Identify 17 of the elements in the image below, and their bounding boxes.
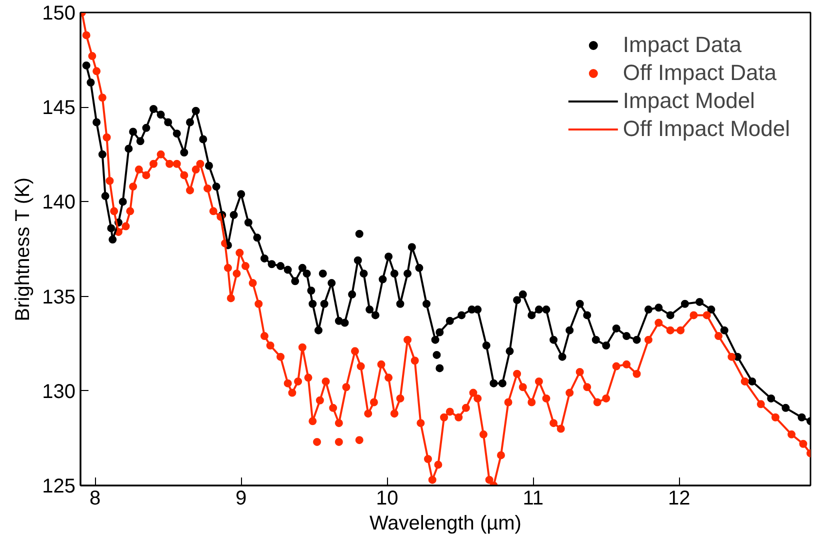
legend-label: Impact Data	[622, 32, 742, 58]
y-tick-label: 135	[42, 286, 76, 308]
y-axis-title: Brightness T (K)	[12, 177, 34, 322]
y-tick-label: 125	[42, 476, 76, 498]
x-tick-label: 12	[668, 488, 690, 510]
y-tick-label: 150	[42, 2, 76, 24]
x-tick-label: 10	[376, 488, 398, 510]
x-tick-label: 8	[90, 488, 101, 510]
legend-label: Impact Model	[622, 88, 755, 114]
y-tick-label: 130	[42, 380, 76, 403]
y-tick-label: 145	[42, 97, 76, 120]
legend-label: Off Impact Model	[622, 116, 790, 142]
y-tick-label: 140	[42, 192, 76, 214]
legend-label: Off Impact Data	[622, 60, 777, 86]
x-tick-label: 11	[522, 488, 544, 510]
x-tick-label: 9	[236, 488, 247, 510]
x-axis-title: Wavelength (µm)	[370, 512, 522, 534]
